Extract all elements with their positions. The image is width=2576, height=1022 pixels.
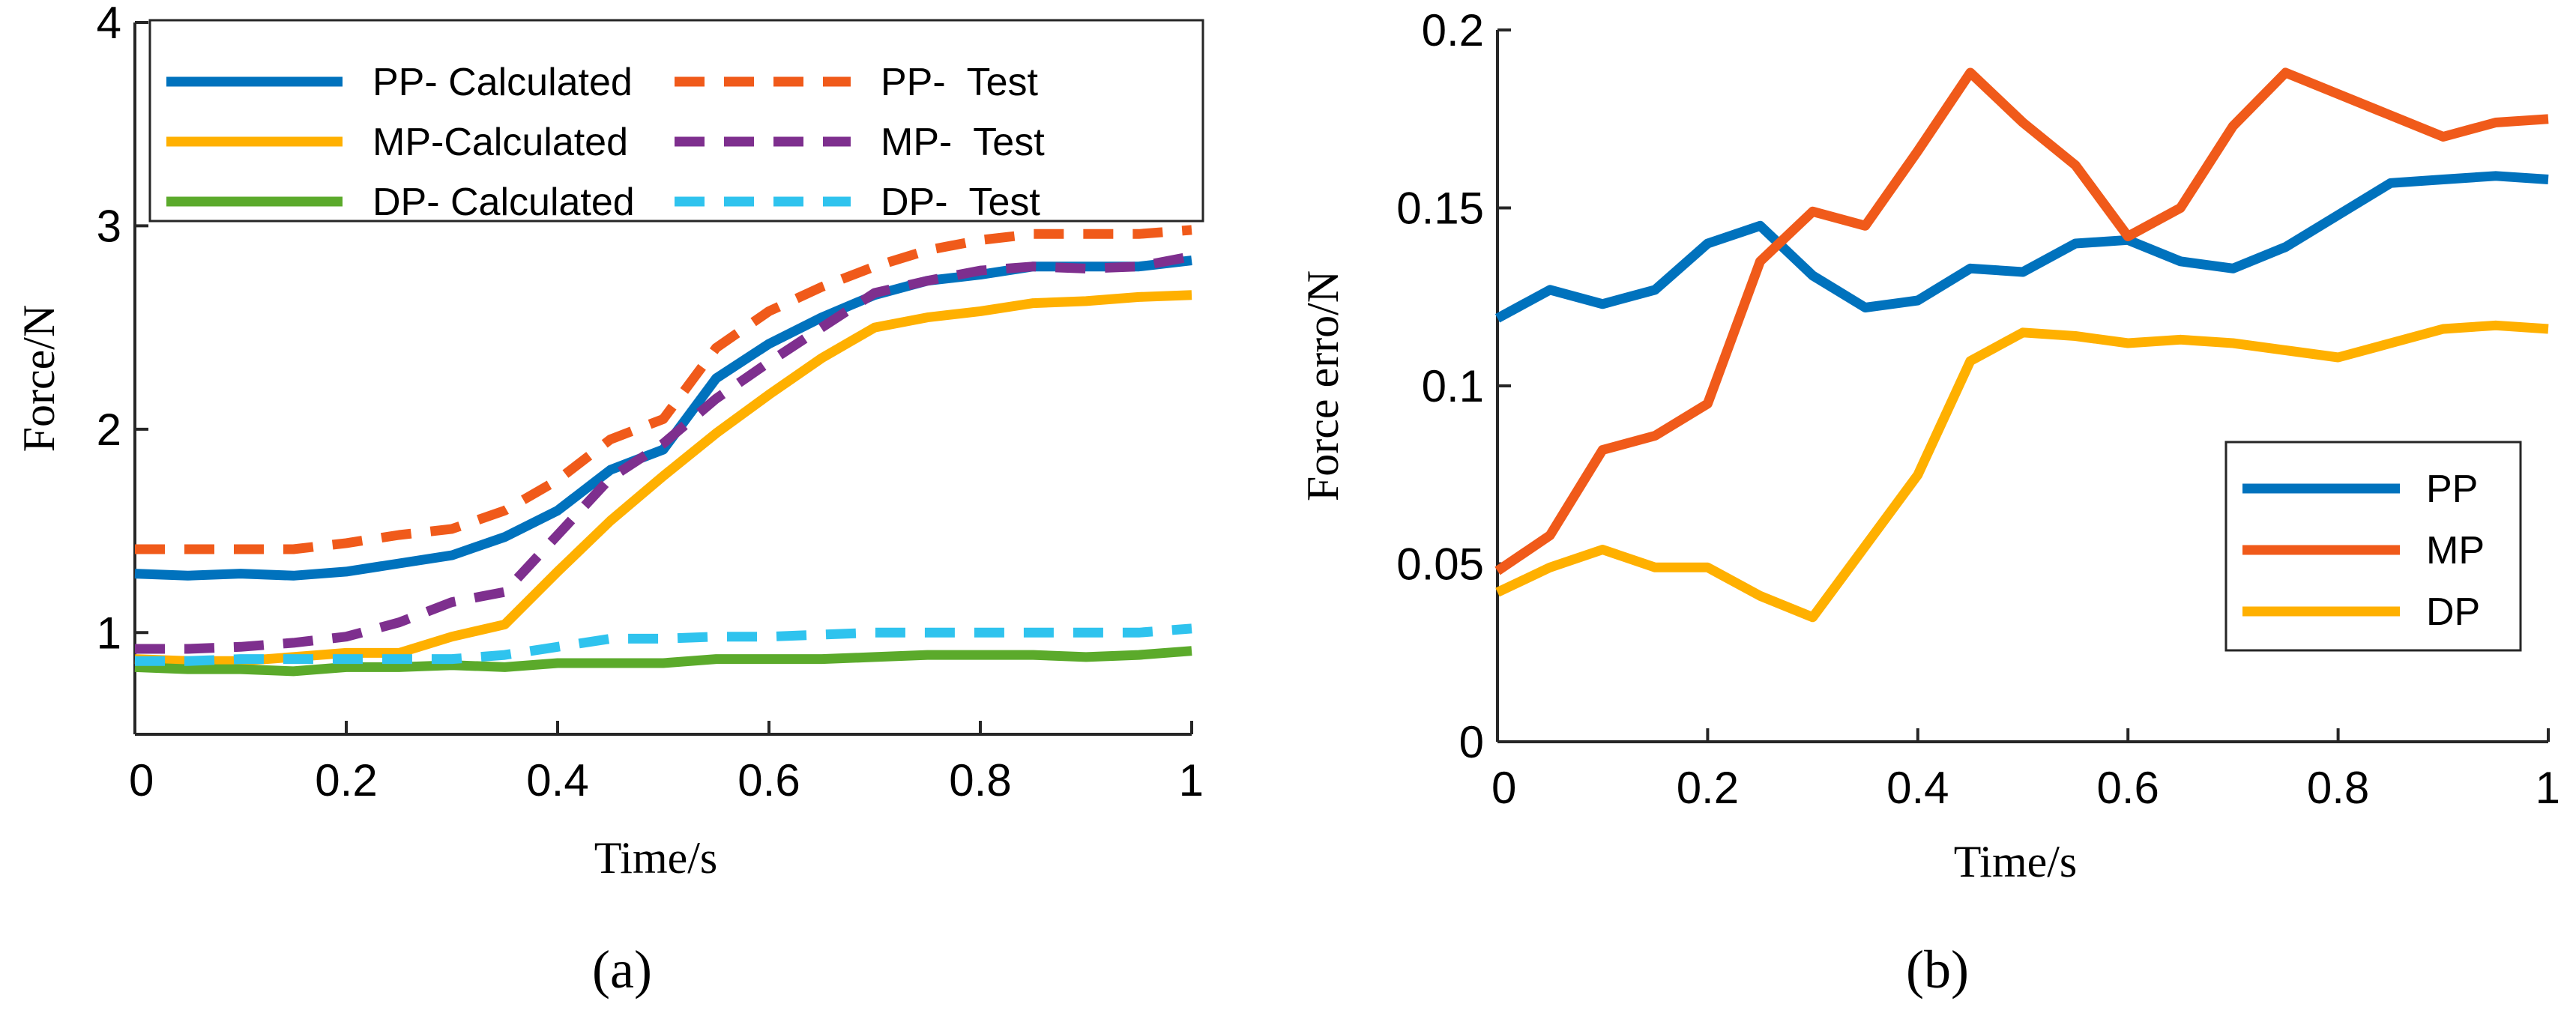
chartb-series-dp [1495,320,2549,623]
chartb-x-tick-label: 0.2 [1677,763,1739,813]
charta-y-tick-label: 3 [97,201,121,251]
chartb-y-tick-label: 0 [1459,717,1484,767]
charta-legend-label-pp-test: PP- Test [881,61,1039,104]
chartb-y-tick-label: 0.1 [1422,361,1484,411]
chartb-x-tick-label: 0.6 [2096,763,2159,813]
charta-legend: PP- Calculated MP-Calculated DP- Calculate… [148,19,1204,224]
chartb-y-tick-label: 0.2 [1422,5,1484,55]
charta-x-tick-label: 0.2 [315,755,377,805]
chartb-legend: PP MP DP [2224,441,2522,652]
charta-series-pp-test [135,225,1192,554]
charta-x-tick-label: 0.6 [737,755,800,805]
chartb-x-tick-label: 0.8 [2307,763,2369,813]
panel-label-a: (a) [592,940,652,1000]
charta-legend-label-pp-calculated: PP- Calculated [372,61,633,104]
chart-force-vs-time: 0 0.2 0.4 0.6 0.8 1 1 2 3 4 Time/s Force/N PP- Calcu… [14,0,1204,883]
charta-series-mp-calculated [134,290,1192,666]
charta-y-tick-label: 1 [97,608,121,658]
chartb-y-axis-label: Force erro/N [1298,270,1348,501]
charta-x-tick-label: 0.4 [526,755,588,805]
charta-x-tick-label: 0.8 [949,755,1011,805]
charta-x-axis-label: Time/s [594,833,718,883]
charta-legend-label-dp-calculated: DP- Calculated [372,181,635,224]
chartb-x-tick-label: 1 [2536,763,2560,813]
charta-series-dp-calculated [134,646,1192,677]
charta-legend-label-mp-test: MP- Test [881,121,1045,164]
charta-series-mp-test [135,251,1193,654]
chartb-y-tick-label: 0.05 [1396,539,1484,590]
chartb-legend-label-pp: PP [2426,468,2478,511]
chart-force-error-vs-time: 0 0.2 0.4 0.6 0.8 1 0 0.05 0.1 0.15 0.2 Time/s Force… [1298,5,2560,886]
charta-y-axis-label: Force/N [14,305,64,453]
panel-label-b: (b) [1906,940,1969,1000]
charta-series-dp-test [135,623,1192,666]
chartb-x-axis-label: Time/s [1954,837,2078,886]
chartb-legend-label-mp: MP [2426,529,2485,572]
chartb-x-tick-label: 0.4 [1886,763,1949,813]
chartb-x-tick-label: 0 [1491,763,1516,813]
charta-legend-box [148,19,1204,223]
chartb-series-pp [1494,171,2549,323]
charta-y-tick-label: 4 [97,0,121,48]
chartb-y-tick-label: 0.15 [1396,184,1484,234]
chartb-series-mp [1494,67,2549,575]
charta-x-tick-label: 0 [129,755,154,805]
charta-y-tick-label: 2 [97,405,121,455]
charta-x-tick-label: 1 [1179,755,1204,805]
charta-legend-label-mp-calculated: MP-Calculated [372,121,628,164]
charta-legend-label-dp-test: DP- Test [881,181,1040,224]
chartb-legend-label-dp: DP [2426,590,2480,634]
